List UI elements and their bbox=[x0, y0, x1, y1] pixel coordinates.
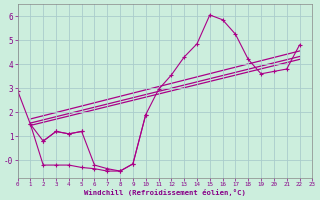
X-axis label: Windchill (Refroidissement éolien,°C): Windchill (Refroidissement éolien,°C) bbox=[84, 189, 246, 196]
